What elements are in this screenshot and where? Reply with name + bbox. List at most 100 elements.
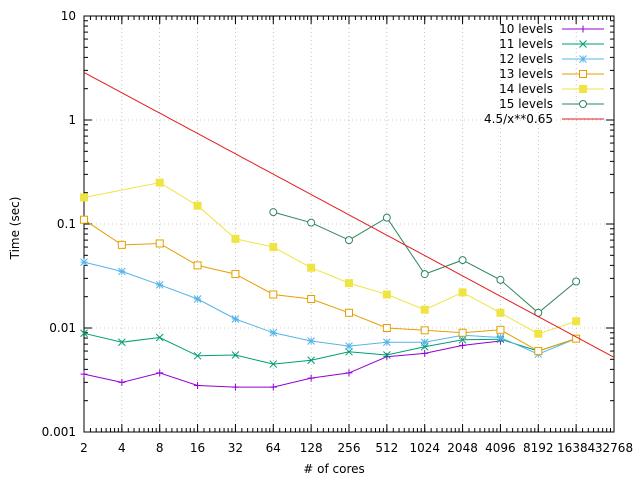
data-point [382,213,391,222]
series-5 [80,178,581,338]
data-point [459,341,467,349]
legend-item: 11 levels [499,37,604,51]
data-point [496,333,505,342]
data-point [193,295,202,303]
grid-lines [84,16,614,432]
series-layer [80,71,615,391]
data-point [269,383,277,391]
legend-label: 14 levels [499,82,553,96]
x-tick-label: 8192 [523,441,554,455]
series-6 [269,208,581,317]
data-point [345,308,353,317]
data-point [194,381,202,389]
series-line [83,219,577,352]
data-point [269,290,278,299]
data-point [155,178,164,187]
series-4 [80,215,581,356]
y-axis-label: Time (sec) [8,197,22,261]
legend-marker [579,85,587,93]
x-tick-label: 64 [266,441,281,455]
data-point [307,374,315,382]
x-tick-label: 512 [375,441,398,455]
data-point [231,351,240,359]
x-tick-label: 32 [228,441,243,455]
x-axis-label: # of cores [303,462,365,476]
data-point [572,317,581,326]
data-point [80,258,88,266]
y-tick-label: 0.1 [57,217,76,231]
data-point [118,338,126,347]
data-point [80,370,88,378]
data-point [421,349,429,357]
data-point [155,280,164,289]
data-point [383,338,391,347]
data-point [458,256,467,265]
data-point [420,270,429,279]
data-point [307,295,316,304]
legend-label: 15 levels [499,97,553,111]
data-point [496,308,505,317]
data-point [231,270,240,279]
data-point [231,383,239,391]
legend-label: 13 levels [499,67,553,81]
legend-item: 10 levels [499,22,604,36]
data-point [117,240,126,249]
series-3 [80,258,580,359]
x-tick-label: 16384 [557,441,595,455]
data-point [382,290,391,299]
x-tick-label: 4 [118,441,126,455]
series-line [83,340,501,388]
tick-labels: 2 4 8 16 32 64 128 256 512 1024 2048 4096 8192 16384 3… [42,9,633,455]
x-tick-label: 16 [190,441,205,455]
data-point [269,360,278,368]
data-point [156,369,164,377]
legend-label: 4.5/x**0.65 [484,112,553,126]
data-point [269,328,278,337]
x-tick-label: 1024 [409,441,440,455]
data-point [383,351,391,359]
data-point [345,342,353,350]
legend-label: 12 levels [499,52,553,66]
x-tick-label: 32768 [595,441,633,455]
series-line [83,261,577,355]
data-point [345,347,353,356]
legend-marker [579,40,587,48]
data-point [193,261,202,270]
data-point [496,325,505,334]
legend-item: 15 levels [499,97,604,111]
data-point [231,315,240,323]
series-line [83,332,577,365]
data-point [193,201,202,210]
x-tick-label: 128 [300,441,323,455]
data-point [572,277,581,286]
x-tick-label: 256 [338,441,361,455]
legend-marker [579,100,587,108]
x-tick-label: 8 [156,441,164,455]
data-point [80,193,88,202]
axis-ticks [83,15,615,433]
data-point [155,333,164,342]
legend-item: 4.5/x**0.65 [484,112,604,126]
data-point [307,263,316,272]
x-tick-label: 2 [80,441,88,455]
data-point [345,236,353,245]
y-tick-label: 0.01 [49,321,76,335]
legend-marker [579,55,587,63]
data-point [269,208,278,217]
data-point [534,347,543,356]
data-point [382,324,391,332]
data-point [307,356,315,365]
data-point [345,279,353,288]
function-line [83,71,615,358]
data-point [269,243,278,252]
series-1 [80,337,504,391]
data-point [496,275,505,284]
legend-item: 14 levels [499,82,604,96]
legend-marker [579,70,587,78]
data-point [534,329,543,338]
series-line [273,211,577,314]
legend-item: 13 levels [499,67,604,81]
data-point [307,218,316,227]
data-point [458,328,467,337]
